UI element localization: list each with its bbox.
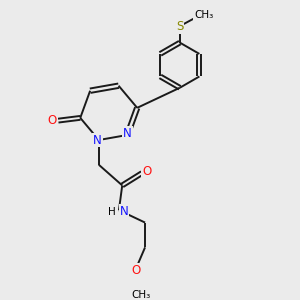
- Text: S: S: [176, 20, 184, 33]
- Text: N: N: [93, 134, 102, 146]
- Text: N: N: [119, 205, 128, 218]
- Text: CH₃: CH₃: [194, 10, 213, 20]
- Text: CH₃: CH₃: [131, 290, 151, 300]
- Text: O: O: [132, 264, 141, 277]
- Text: O: O: [142, 165, 152, 178]
- Text: H: H: [108, 207, 116, 217]
- Text: O: O: [48, 114, 57, 127]
- Text: N: N: [123, 127, 132, 140]
